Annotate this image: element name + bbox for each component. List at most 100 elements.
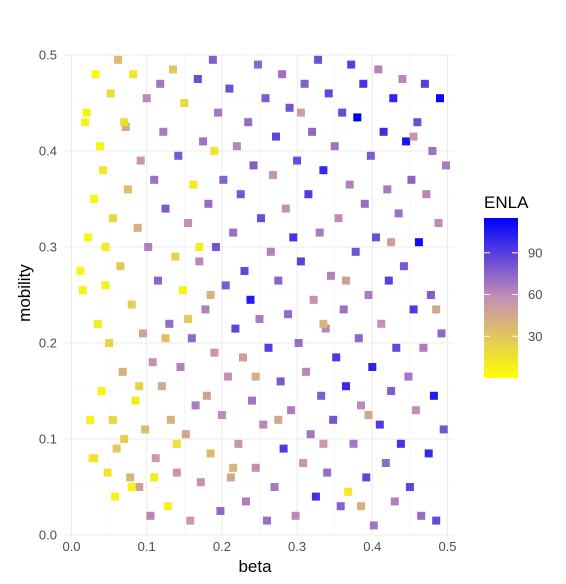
data-point (442, 161, 450, 170)
data-point (91, 70, 100, 79)
data-point (184, 219, 193, 227)
data-point (330, 142, 339, 151)
data-point (398, 75, 407, 83)
data-point (396, 439, 405, 448)
data-point (409, 132, 418, 141)
data-point (259, 420, 268, 429)
x-tick-label: 0.2 (213, 539, 231, 554)
data-point (372, 233, 380, 242)
data-point (377, 319, 386, 328)
data-point (278, 70, 287, 79)
data-point (112, 444, 121, 453)
data-point (300, 79, 309, 88)
data-point (206, 291, 215, 299)
data-point (154, 276, 162, 285)
data-point (339, 305, 348, 314)
data-point (315, 228, 324, 237)
data-point (302, 367, 311, 376)
data-point (78, 286, 87, 295)
data-point (219, 175, 228, 184)
data-point (304, 190, 313, 199)
data-point (263, 516, 271, 525)
data-point (369, 521, 378, 530)
data-point (413, 118, 422, 127)
data-point (359, 79, 368, 88)
data-point (296, 257, 305, 266)
data-point (229, 463, 238, 472)
data-point (148, 358, 157, 367)
data-point (255, 315, 264, 323)
data-point (181, 430, 190, 439)
data-point (306, 430, 315, 439)
data-point (338, 108, 347, 117)
data-point (172, 468, 181, 477)
data-point (229, 228, 238, 237)
data-point (429, 391, 438, 400)
data-point (157, 382, 166, 391)
data-point (161, 334, 170, 343)
data-point (127, 300, 136, 309)
data-point (139, 329, 147, 338)
data-point (384, 276, 393, 285)
data-point (387, 238, 396, 247)
data-point (81, 118, 90, 127)
data-point (225, 84, 234, 93)
data-point (251, 463, 260, 472)
data-point (97, 387, 106, 395)
data-point (411, 406, 420, 415)
data-point (319, 166, 328, 175)
data-point (354, 334, 363, 343)
data-point (93, 319, 102, 328)
data-point (150, 473, 159, 482)
data-point (407, 175, 416, 184)
data-point (342, 276, 350, 285)
data-point (269, 171, 277, 179)
data-point (127, 483, 136, 491)
data-point (387, 387, 396, 395)
data-point (276, 377, 285, 386)
data-point (82, 108, 91, 117)
data-point (199, 137, 208, 146)
data-point (257, 214, 265, 223)
data-point (189, 180, 198, 189)
data-point (432, 516, 441, 525)
data-point (211, 243, 220, 251)
data-point (272, 132, 280, 141)
legend-break-label: 90 (528, 245, 542, 260)
data-point (246, 295, 255, 304)
data-point (289, 233, 298, 242)
data-point (323, 468, 332, 477)
data-point (402, 137, 411, 146)
data-point (234, 439, 243, 448)
data-point (314, 55, 323, 64)
data-point (90, 454, 99, 463)
data-point (368, 363, 377, 371)
data-point (186, 516, 195, 525)
data-point (204, 199, 213, 208)
data-point (191, 401, 200, 410)
data-point (319, 319, 328, 328)
data-point (409, 305, 418, 314)
data-point (210, 147, 219, 155)
data-point (296, 108, 305, 117)
data-point (284, 310, 293, 319)
data-point (184, 315, 193, 323)
data-point (231, 324, 240, 333)
x-tick-label: 0.0 (62, 539, 80, 554)
data-point (84, 233, 93, 242)
data-point (165, 319, 174, 328)
data-point (217, 411, 226, 419)
data-point (111, 492, 120, 501)
data-point (144, 243, 153, 251)
data-point (366, 151, 375, 160)
data-point (90, 195, 99, 203)
data-point (390, 497, 399, 506)
data-point (251, 372, 260, 381)
data-point (381, 459, 390, 467)
data-point (362, 473, 371, 482)
data-point (434, 219, 443, 227)
data-point (202, 391, 211, 400)
data-point (392, 343, 401, 352)
data-point (136, 156, 145, 165)
y-tick-label: 0.0 (39, 528, 57, 543)
